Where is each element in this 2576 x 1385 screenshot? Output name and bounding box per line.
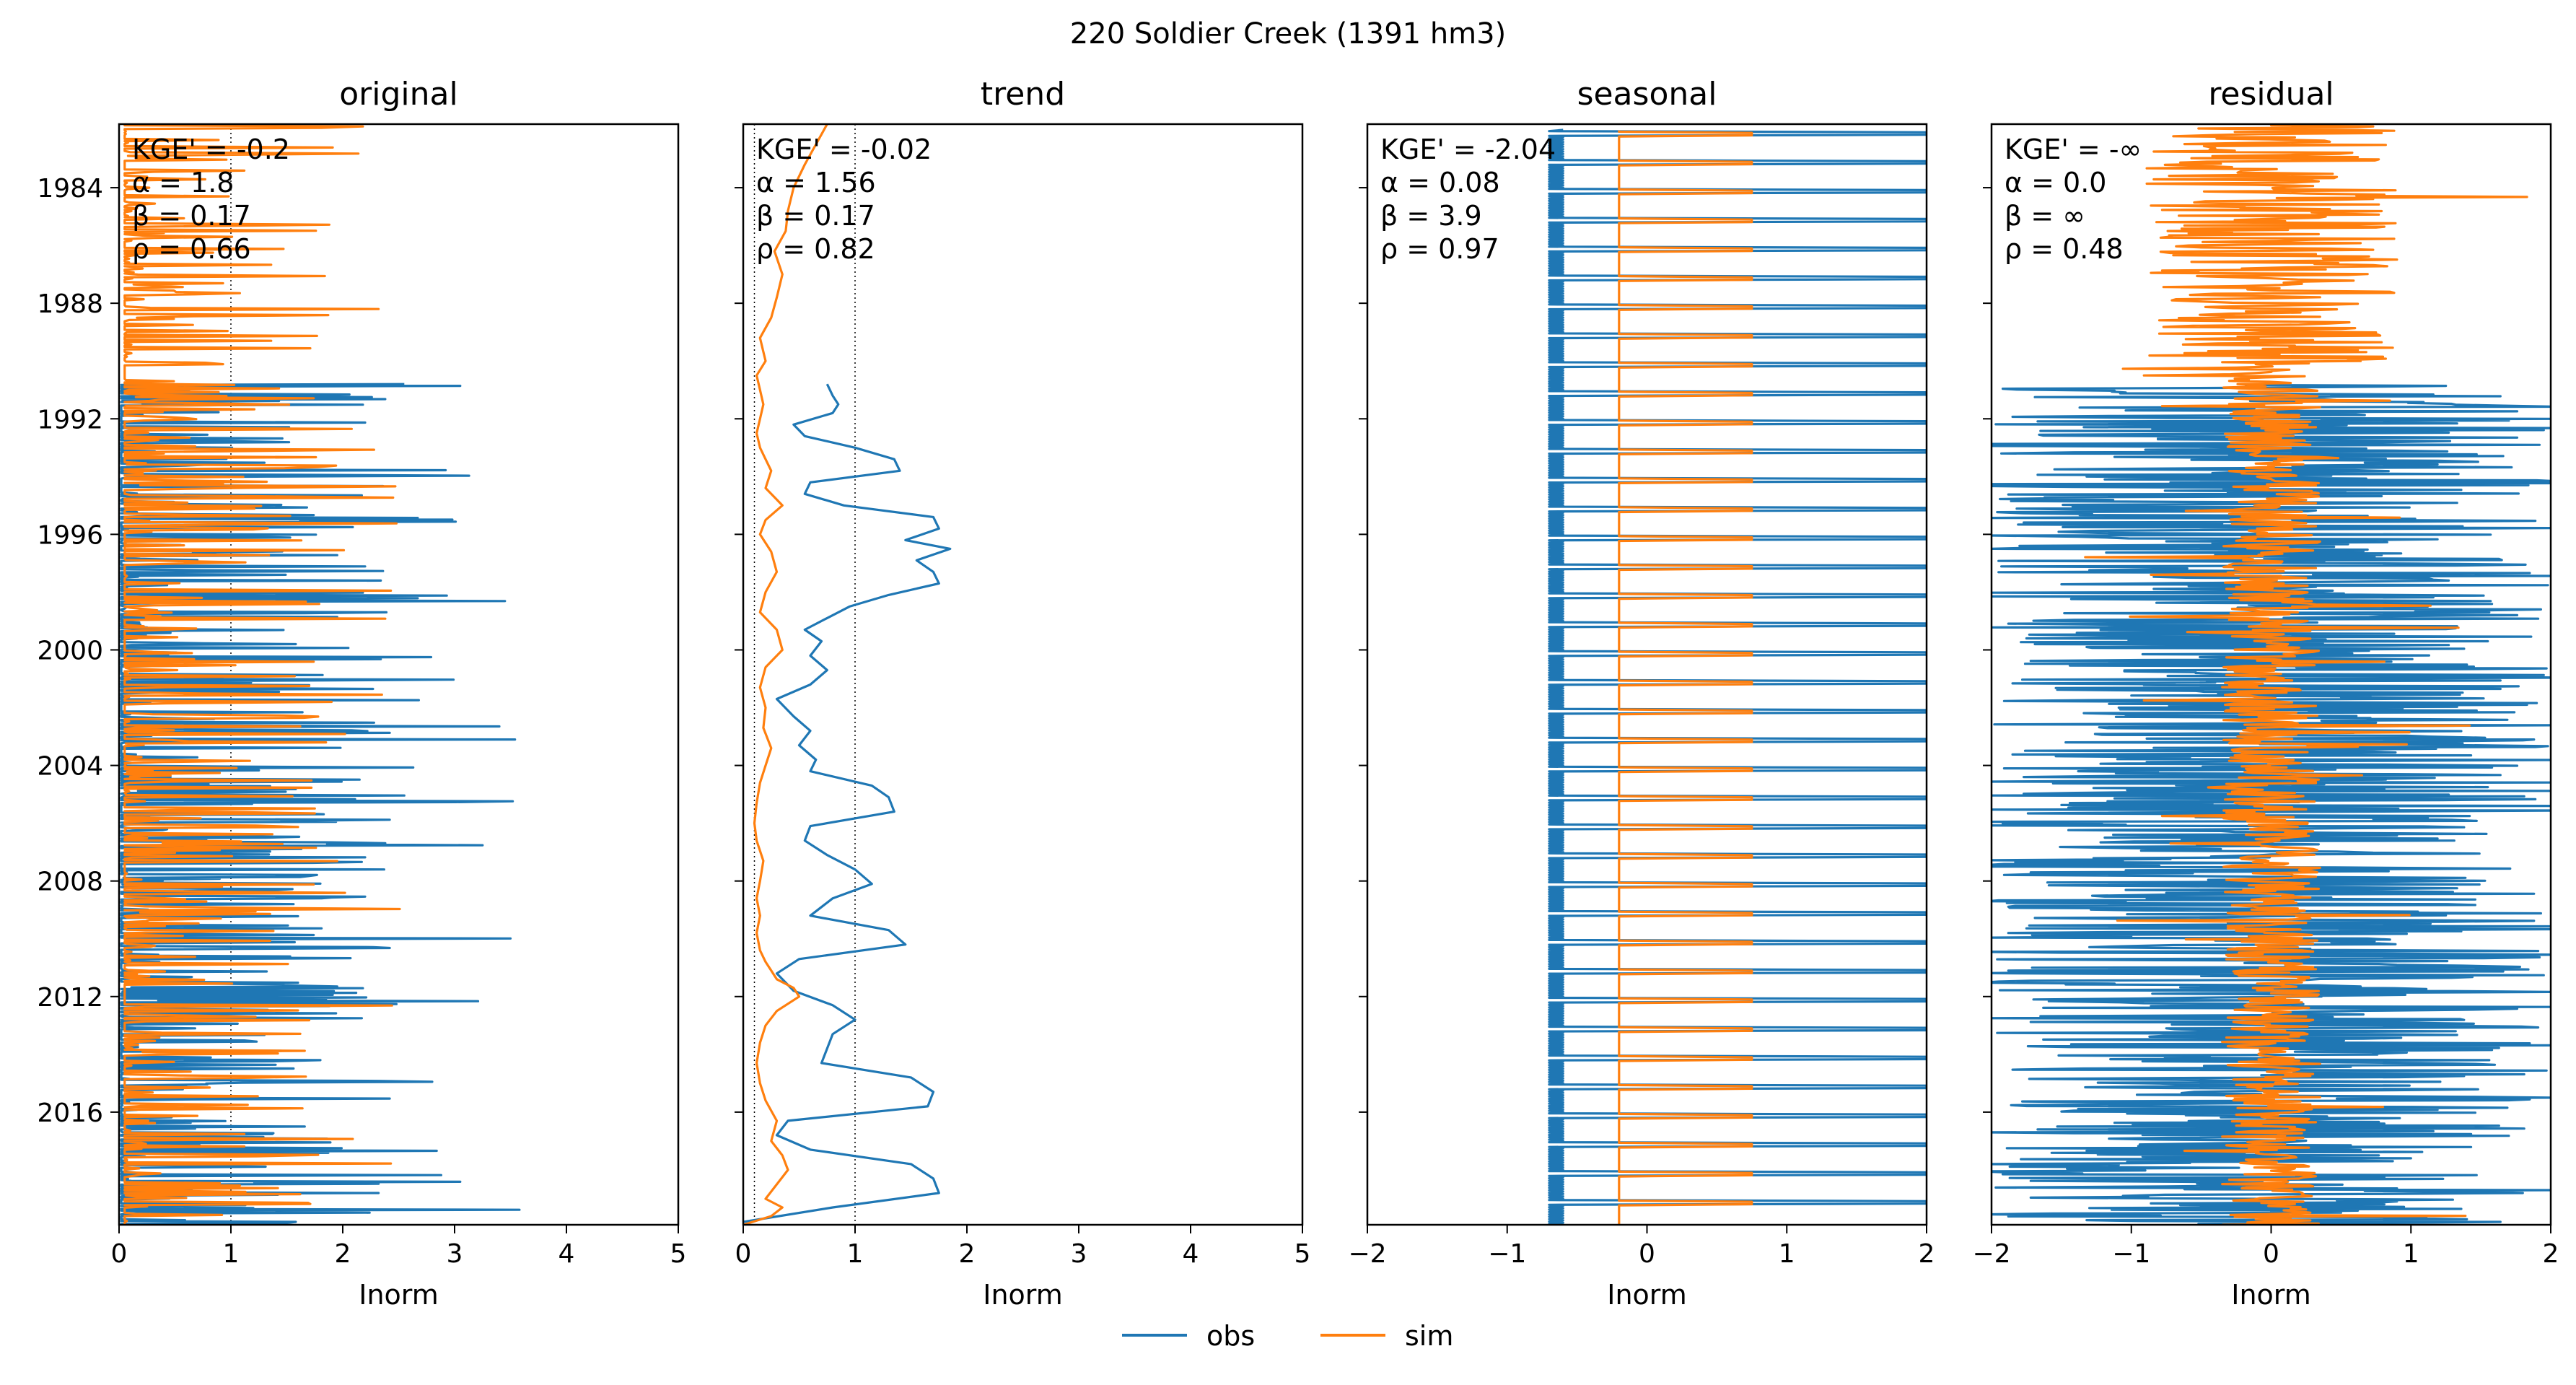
legend: obs sim bbox=[1122, 1320, 1453, 1352]
x-tick-label: 1 bbox=[847, 1239, 864, 1269]
x-axis-label: Inorm bbox=[2231, 1279, 2311, 1311]
legend-obs-label: obs bbox=[1206, 1320, 1255, 1352]
panel-trend: trend 0 1 2 3 4 5 Inorm KGE' = -0.02α = 1.56β = … bbox=[735, 76, 1310, 1311]
panel-original: original 0 1 2 3 4 5 Inorm 1984 1988 1992 1996 2000 2… bbox=[37, 76, 686, 1311]
y-tick-label: 2000 bbox=[37, 636, 103, 665]
x-tick-label: 2 bbox=[2543, 1239, 2559, 1269]
axes-frame bbox=[742, 123, 1304, 1226]
metric-label: ρ = 0.97 bbox=[1380, 233, 1499, 265]
metric-label: β = 0.17 bbox=[132, 200, 251, 232]
metric-label: KGE' = -0.02 bbox=[756, 134, 932, 165]
x-tick-label: −1 bbox=[1488, 1239, 1526, 1269]
metric-label: ρ = 0.66 bbox=[132, 233, 251, 265]
x-tick-label: −1 bbox=[2112, 1239, 2150, 1269]
y-tick-label: 1984 bbox=[37, 174, 103, 204]
x-tick-label: 2 bbox=[1919, 1239, 1935, 1269]
panel-title: residual bbox=[2208, 76, 2334, 113]
metric-label: β = ∞ bbox=[2005, 200, 2085, 232]
y-tick-label: 1992 bbox=[37, 405, 103, 434]
series-obs-line bbox=[1992, 383, 2551, 1225]
panel-seasonal: seasonal −2 −1 0 1 2 Inorm KGE' = -2.04α = 0.08… bbox=[1348, 76, 1935, 1311]
plot-area bbox=[1548, 128, 1927, 1225]
y-tick-label: 2012 bbox=[37, 983, 103, 1013]
series-sim-line bbox=[123, 124, 401, 1225]
metric-label: ρ = 0.82 bbox=[756, 233, 875, 265]
x-axis-label: Inorm bbox=[983, 1279, 1063, 1311]
x-tick-label: −2 bbox=[1972, 1239, 2010, 1269]
x-tick-label: 0 bbox=[111, 1239, 128, 1269]
plot-area bbox=[1992, 124, 2551, 1225]
metric-label: β = 3.9 bbox=[1380, 200, 1482, 232]
x-tick-label: 5 bbox=[1294, 1239, 1311, 1269]
x-tick-label: 4 bbox=[558, 1239, 575, 1269]
axes-frame bbox=[118, 123, 680, 1226]
y-tick-label: 2004 bbox=[37, 752, 103, 782]
metric-label: α = 0.0 bbox=[2005, 167, 2106, 198]
panel-residual: residual −2 −1 0 1 2 Inorm KGE' = -∞α = 0.0β = … bbox=[1972, 76, 2559, 1311]
x-tick-label: 5 bbox=[670, 1239, 687, 1269]
x-tick-label: 0 bbox=[1639, 1239, 1655, 1269]
panel-title: trend bbox=[981, 76, 1065, 113]
metric-label: α = 1.8 bbox=[132, 167, 234, 198]
plot-area bbox=[119, 124, 521, 1225]
plot-area bbox=[743, 124, 952, 1225]
legend-sim-label: sim bbox=[1405, 1320, 1453, 1352]
series-obs-line bbox=[1548, 128, 1927, 1225]
x-tick-label: 2 bbox=[959, 1239, 976, 1269]
y-tick-label: 2016 bbox=[37, 1098, 103, 1128]
series-sim-line bbox=[2084, 124, 2528, 1225]
x-tick-label: 1 bbox=[2403, 1239, 2419, 1269]
x-axis-label: Inorm bbox=[359, 1279, 439, 1311]
metric-label: KGE' = -2.04 bbox=[1380, 134, 1556, 165]
metric-label: β = 0.17 bbox=[756, 200, 875, 232]
metric-label: ρ = 0.48 bbox=[2005, 233, 2124, 265]
series-sim-line bbox=[743, 124, 828, 1225]
x-tick-label: 3 bbox=[447, 1239, 463, 1269]
x-tick-label: 2 bbox=[335, 1239, 351, 1269]
panel-title: original bbox=[339, 76, 457, 113]
x-tick-label: 1 bbox=[1779, 1239, 1795, 1269]
x-tick-label: 0 bbox=[735, 1239, 752, 1269]
metric-label: KGE' = -∞ bbox=[2005, 134, 2142, 165]
figure-title: 220 Soldier Creek (1391 hm3) bbox=[1070, 17, 1506, 51]
x-axis-label: Inorm bbox=[1607, 1279, 1687, 1311]
series-obs-line bbox=[743, 383, 952, 1223]
x-tick-label: 0 bbox=[2263, 1239, 2279, 1269]
y-tick-label: 1996 bbox=[37, 520, 103, 550]
y-tick-label: 2008 bbox=[37, 868, 103, 897]
x-tick-label: 3 bbox=[1071, 1239, 1087, 1269]
metric-label: α = 1.56 bbox=[756, 167, 876, 198]
panel-title: seasonal bbox=[1577, 76, 1717, 113]
x-tick-label: 4 bbox=[1183, 1239, 1199, 1269]
x-tick-label: 1 bbox=[223, 1239, 240, 1269]
y-tick-label: 1988 bbox=[37, 289, 103, 319]
metric-label: KGE' = -0.2 bbox=[132, 134, 290, 165]
series-obs-line bbox=[120, 383, 521, 1225]
x-tick-label: −2 bbox=[1348, 1239, 1386, 1269]
metric-label: α = 0.08 bbox=[1380, 167, 1500, 198]
series-sim-line bbox=[1618, 130, 1753, 1225]
